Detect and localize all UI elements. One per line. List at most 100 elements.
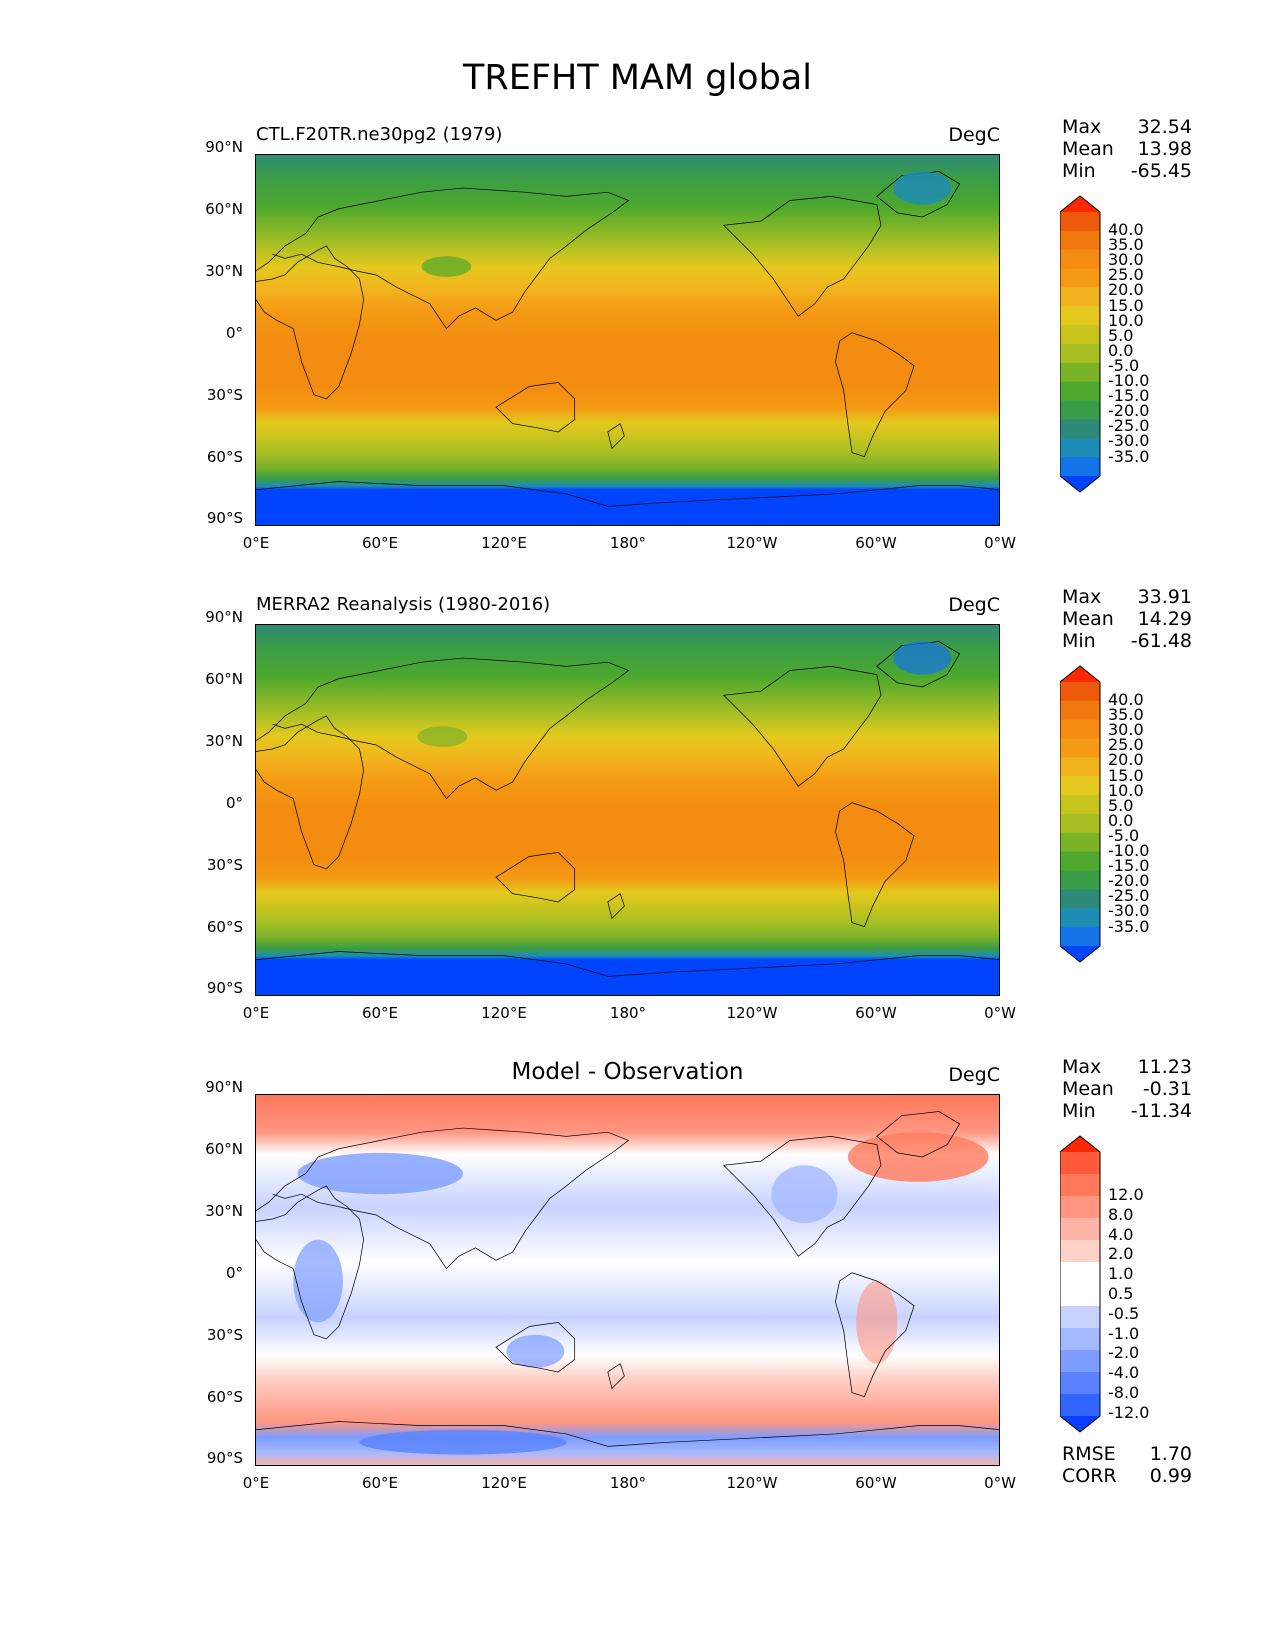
lat-label: 90°N: [205, 138, 243, 156]
colorbar-tick-label: 0.0: [1108, 810, 1134, 830]
rmse-label: RMSE: [1062, 1443, 1116, 1465]
difference-map: [255, 1094, 1000, 1466]
colorbar-tick-label: -4.0: [1108, 1363, 1140, 1383]
colorbar-tick-label: 15.0: [1108, 295, 1144, 315]
lon-label: 60°W: [855, 1474, 897, 1492]
colorbar-segment: [1060, 306, 1100, 326]
colorbar-segment: [1060, 1196, 1100, 1219]
colorbar-tick-label: 30.0: [1108, 720, 1144, 740]
colorbar-segment: [1060, 230, 1100, 251]
lon-label: 0°W: [984, 1004, 1016, 1022]
temperature-map-svg: [256, 625, 999, 995]
lat-label: 60°N: [205, 670, 243, 688]
colorbar-tick-label: 10.0: [1108, 310, 1144, 330]
colorbar-tick-label: 0.0: [1108, 340, 1134, 360]
temperature-map-svg: [256, 155, 999, 525]
colorbar-segment: [1060, 682, 1100, 702]
lat-label: 0°: [225, 794, 243, 812]
colorbar-extend-max: [1060, 196, 1100, 212]
stat-label: Min: [1062, 630, 1096, 652]
stat-min: -61.48: [1130, 630, 1192, 652]
lon-label: 120°W: [726, 1004, 778, 1022]
colorbar-segment: [1060, 814, 1100, 834]
colorbar-tick-label: 25.0: [1108, 265, 1144, 285]
colorbar-segment: [1060, 1174, 1100, 1197]
colorbar-tick-label: -8.0: [1108, 1383, 1140, 1402]
stat-mean: 13.98: [1137, 138, 1192, 160]
stat-label: Mean: [1062, 608, 1114, 630]
colorbar-segment: [1060, 419, 1100, 439]
colorbar-segment: [1060, 889, 1100, 909]
colorbar-segment: [1060, 1306, 1100, 1329]
panel-model: CTL.F20TR.ne30pg2 (1979) DegC: [0, 116, 1275, 586]
lat-label: 30°N: [205, 1202, 243, 1220]
lat-label: 0°: [225, 1264, 243, 1282]
stat-label: Max: [1062, 586, 1102, 608]
colorbar-segment: [1060, 870, 1100, 890]
lon-label: 60°W: [855, 534, 897, 552]
colorbar-segment: [1060, 249, 1100, 270]
lon-label: 120°E: [481, 534, 527, 552]
colorbar-tick-label: 0.5: [1108, 1284, 1134, 1303]
colorbar-segment: [1060, 1262, 1100, 1285]
stat-mean: -0.31: [1142, 1078, 1192, 1100]
colorbar-tick-label: 2.0: [1108, 1244, 1134, 1264]
colorbar-svg: [1059, 665, 1101, 963]
colorbar-tick-label: -25.0: [1108, 416, 1150, 436]
lon-label: 0°E: [242, 534, 270, 552]
colorbar-segment: [1060, 362, 1100, 383]
colorbar-tick-label: -35.0: [1108, 446, 1150, 466]
lon-label: 60°W: [855, 1004, 897, 1022]
colorbar-segment: [1060, 1394, 1100, 1417]
colorbar-tick-label: 8.0: [1108, 1204, 1134, 1224]
temperature-map: [255, 154, 1000, 526]
colorbar-tick-label: 25.0: [1108, 735, 1144, 755]
colorbar-extend-max: [1060, 666, 1100, 682]
colorbar-outline: [1059, 195, 1101, 493]
lat-label: 90°S: [206, 979, 243, 997]
panel-title: CTL.F20TR.ne30pg2 (1979): [256, 124, 503, 145]
colorbar-segment: [1060, 1328, 1100, 1351]
colorbar-extend-min: [1060, 1416, 1100, 1432]
colorbar-tick-label: -30.0: [1108, 431, 1150, 451]
lat-label: 60°S: [206, 1388, 243, 1406]
colorbar-tick-label: -0.5: [1108, 1303, 1140, 1323]
lat-label: 60°S: [206, 918, 243, 936]
colorbar-segment: [1060, 851, 1100, 872]
stat-label: Max: [1062, 1056, 1102, 1078]
units-label: DegC: [948, 1064, 1000, 1086]
lon-label: 180°: [609, 1474, 647, 1492]
lon-label: 0°E: [242, 1004, 270, 1022]
coastlines: [256, 1111, 999, 1447]
colorbar-tick-label: 10.0: [1108, 780, 1144, 800]
lon-label: 120°W: [726, 1474, 778, 1492]
stat-label: Mean: [1062, 1078, 1114, 1100]
stat-max: 32.54: [1137, 116, 1192, 138]
rmse-value: 1.70: [1149, 1443, 1192, 1465]
colorbar-tick-label: -2.0: [1108, 1343, 1140, 1363]
colorbar-tick-label: 35.0: [1108, 705, 1144, 725]
colorbar-tick-label: 20.0: [1108, 280, 1144, 300]
stat-min: -11.34: [1130, 1100, 1192, 1122]
colorbar-tick-label: -35.0: [1108, 916, 1150, 936]
colorbar-tick-label: -15.0: [1108, 856, 1150, 876]
stat-label: Min: [1062, 1100, 1096, 1122]
stat-max: 33.91: [1137, 586, 1192, 608]
lat-label: 30°N: [205, 732, 243, 750]
lat-label: 30°S: [206, 856, 243, 874]
stat-label: Max: [1062, 116, 1102, 138]
stats-box: Max 33.91 Mean 14.29 Min -61.48: [1062, 586, 1192, 652]
colorbar-tick-label: -20.0: [1108, 401, 1150, 421]
lat-label: 60°N: [205, 1140, 243, 1158]
colorbar-segment: [1060, 1152, 1100, 1175]
colorbar-extend-min: [1060, 946, 1100, 962]
coastlines: [256, 171, 999, 507]
stat-min: -65.45: [1130, 160, 1192, 182]
stat-max: 11.23: [1137, 1056, 1192, 1078]
colorbar-segment: [1060, 757, 1100, 777]
panel-title: MERRA2 Reanalysis (1980-2016): [256, 594, 551, 615]
lat-label: 90°N: [205, 608, 243, 626]
colorbar-tick-label: -10.0: [1108, 371, 1150, 390]
colorbar-segment: [1060, 776, 1100, 796]
colorbar: [1059, 664, 1110, 968]
